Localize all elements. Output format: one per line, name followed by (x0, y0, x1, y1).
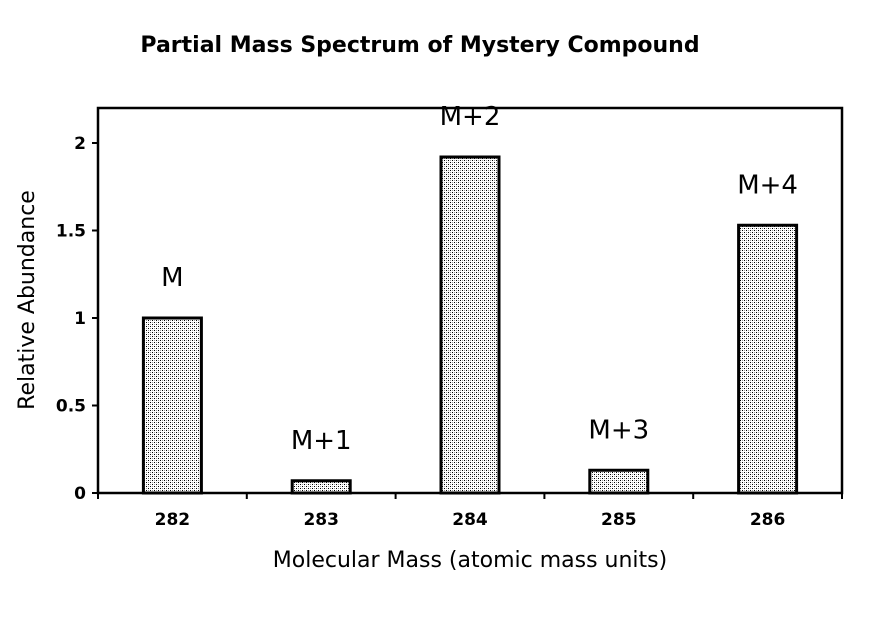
x-axis: 282 283 284 285 286 (97, 493, 843, 530)
x-axis-label: Molecular Mass (atomic mass units) (273, 548, 667, 573)
bar-284 (439, 155, 501, 495)
bar-283 (290, 479, 352, 495)
x-tick-label: 282 (155, 510, 191, 530)
y-axis: 0 0.5 1 1.5 2 (56, 134, 98, 504)
bar-label-286: M+4 (737, 170, 798, 200)
chart-title: Partial Mass Spectrum of Mystery Compoun… (140, 33, 699, 58)
y-tick-label: 0 (74, 484, 86, 504)
bar-label-284: M+2 (440, 102, 501, 132)
bar-label-285: M+3 (588, 415, 649, 445)
bar-label-283: M+1 (291, 426, 352, 456)
bar-282 (141, 316, 203, 495)
bar-285 (588, 468, 650, 495)
y-tick-label: 0.5 (56, 397, 86, 417)
bar-label-282: M (161, 263, 183, 293)
y-axis-label: Relative Abundance (15, 190, 40, 410)
x-tick-label: 285 (601, 510, 637, 530)
x-tick-label: 283 (303, 510, 339, 530)
y-tick-label: 1.5 (56, 222, 86, 242)
y-tick-label: 2 (74, 134, 86, 154)
bars (141, 155, 799, 495)
bar-labels: M M+1 M+2 M+3 M+4 (161, 102, 798, 456)
x-tick-label: 284 (452, 510, 488, 530)
y-tick-label: 1 (74, 309, 86, 329)
bar-286 (737, 223, 799, 495)
x-tick-label: 286 (750, 510, 786, 530)
